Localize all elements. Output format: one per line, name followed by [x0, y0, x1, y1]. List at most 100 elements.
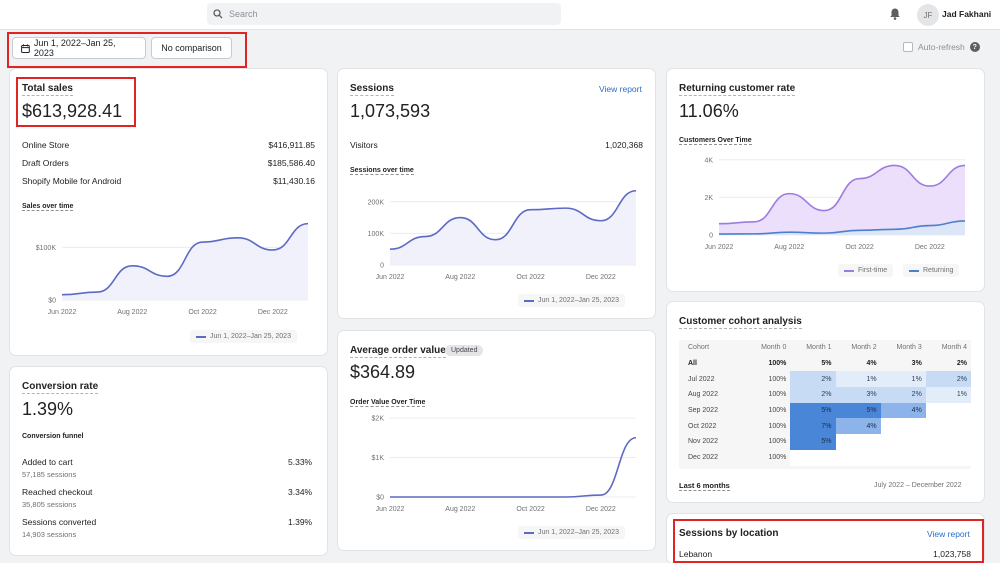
cohort-cell: 2%	[925, 371, 971, 388]
cohort-cell: 4%	[866, 360, 877, 368]
cohort-cell: Aug 2022	[688, 391, 718, 399]
series-area	[390, 190, 636, 265]
y-tick-label: 0	[709, 233, 713, 240]
y-tick-label: $0	[48, 298, 56, 305]
auto-refresh-toggle[interactable]: Auto-refresh ?	[903, 42, 980, 52]
aov-legend: Jun 1, 2022–Jan 25, 2023	[518, 526, 625, 539]
location-row: Lebanon 1,023,758	[679, 549, 971, 559]
cohort-row: Dec 2022 100%	[679, 449, 971, 466]
auto-refresh-checkbox[interactable]	[903, 42, 913, 52]
cohort-cell: 1%	[835, 371, 881, 388]
comparison-button[interactable]: No comparison	[151, 37, 232, 59]
aov-chart-title: Order Value Over Time	[350, 399, 426, 407]
x-tick-label: Oct 2022	[188, 309, 217, 316]
series-line	[61, 222, 309, 296]
x-tick-label: Jun 2022	[376, 274, 405, 281]
cohort-cell: 100%	[768, 454, 787, 462]
date-range-button[interactable]: Jun 1, 2022–Jan 25, 2023	[12, 37, 146, 59]
cohort-header-row: Cohort Month 0 Month 1 Month 2 Month 3 Month …	[679, 340, 971, 356]
series-line	[389, 189, 637, 250]
funnel-step-sub: 57,185 sessions	[22, 470, 77, 479]
cohort-cell: 5%	[790, 402, 836, 419]
cohort-cell: 2%	[880, 387, 926, 403]
search-icon	[213, 9, 223, 19]
legend-swatch	[844, 269, 854, 272]
series-area	[62, 223, 308, 300]
avatar[interactable]: JF	[917, 4, 939, 26]
cohort-cell	[925, 449, 971, 466]
cohort-header-cell: Month 1	[806, 344, 832, 352]
funnel-step-label: Reached checkout	[22, 487, 93, 497]
funnel-title: Conversion funnel	[22, 433, 84, 440]
cohort-cell	[925, 402, 971, 419]
cohort-cell	[790, 449, 836, 466]
cohort-cell: 3%	[835, 387, 881, 403]
x-tick-label: Dec 2022	[586, 274, 616, 281]
y-tick-label: 0	[380, 263, 384, 270]
conversion-card	[10, 367, 327, 555]
search-placeholder: Search	[229, 9, 258, 19]
comparison-label: No comparison	[161, 43, 222, 53]
cohort-cell: 4%	[835, 418, 881, 435]
bell-icon[interactable]	[888, 7, 902, 21]
cohort-cell: All	[688, 360, 697, 368]
y-tick-label: 200K	[368, 199, 385, 206]
x-tick-label: Jun 2022	[376, 506, 405, 513]
sessions-title[interactable]: Sessions	[350, 83, 394, 96]
x-tick-label: Dec 2022	[258, 309, 288, 316]
x-tick-label: Dec 2022	[586, 506, 616, 513]
cohort-range: July 2022 – December 2022	[874, 482, 962, 489]
total-sales-card	[10, 69, 327, 355]
funnel-step-label: Sessions converted	[22, 517, 97, 527]
cohort-cell: 2%	[790, 371, 836, 388]
funnel-step-label: Added to cart	[22, 457, 73, 467]
location-view-report-link[interactable]: View report	[927, 529, 970, 539]
top-bar: Search JF Jad Fakhani	[0, 0, 1000, 30]
sessions-chart: 0 100K 200K Jun 2022 Aug 2022 Oct 2022 Dec 202…	[368, 189, 637, 281]
y-tick-label: 100K	[368, 231, 385, 238]
calendar-icon	[21, 43, 30, 53]
location-title[interactable]: Sessions by location	[679, 528, 779, 539]
x-tick-label: Aug 2022	[774, 244, 804, 251]
x-tick-label: Oct 2022	[845, 244, 874, 251]
sessions-legend: Jun 1, 2022–Jan 25, 2023	[518, 294, 625, 307]
x-tick-label: Oct 2022	[516, 506, 545, 513]
cohort-cell	[925, 418, 971, 435]
returning-title[interactable]: Returning customer rate	[679, 83, 796, 96]
cohort-cell: Jul 2022	[688, 375, 715, 383]
cohort-cell: 7%	[790, 418, 836, 435]
y-tick-label: $2K	[372, 416, 385, 423]
user-name[interactable]: Jad Fakhani	[942, 9, 992, 19]
series-area	[719, 220, 965, 235]
total-sales-title[interactable]: Total sales	[22, 83, 73, 96]
sessions-view-report-link[interactable]: View report	[599, 84, 642, 94]
sessions-chart-title: Sessions over time	[350, 167, 414, 175]
cohort-cell: 1%	[925, 387, 971, 403]
y-tick-label: 2K	[704, 195, 713, 202]
help-icon[interactable]: ?	[969, 42, 980, 52]
cohort-cell: 100%	[768, 407, 787, 415]
funnel-step-sub: 35,805 sessions	[22, 500, 77, 509]
legend-swatch	[524, 531, 534, 534]
cohort-title[interactable]: Customer cohort analysis	[679, 316, 802, 329]
sales-chart-title: Sales over time	[22, 203, 74, 211]
series-line	[390, 436, 637, 498]
cohort-row: All 100% 5% 4% 3% 2%	[679, 356, 971, 372]
sales-row: Online Store $416,911.85	[22, 140, 315, 150]
series-area	[719, 165, 965, 235]
cohort-row: Sep 2022 100% 5% 5% 4%	[679, 402, 971, 419]
cohort-cell	[835, 434, 881, 450]
cohort-cell: 100%	[768, 438, 787, 446]
x-tick-label: Dec 2022	[915, 244, 945, 251]
aov-title[interactable]: Average order value	[350, 345, 446, 358]
total-sales-value: $613,928.41	[22, 101, 123, 121]
x-tick-label: Jun 2022	[705, 244, 734, 251]
search-input[interactable]: Search	[207, 3, 561, 25]
conversion-title[interactable]: Conversion rate	[22, 381, 99, 394]
location-card	[667, 514, 984, 563]
legend-swatch	[524, 299, 534, 302]
cohort-cell	[880, 418, 926, 435]
sales-row: Shopify Mobile for Android $11,430.16	[22, 176, 315, 186]
visitors-row: Visitors 1,020,368	[350, 140, 643, 150]
cohort-period-link[interactable]: Last 6 months	[679, 481, 730, 491]
